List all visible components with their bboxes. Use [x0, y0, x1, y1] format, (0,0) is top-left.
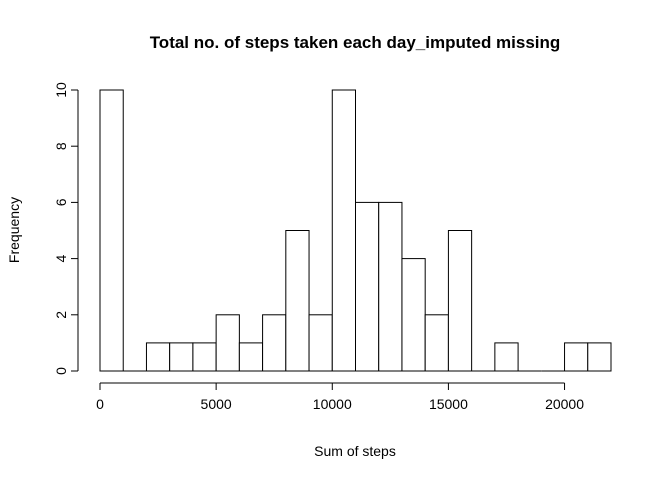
chart-title: Total no. of steps taken each day_impute…: [150, 33, 561, 52]
x-tick-label: 5000: [201, 396, 232, 412]
x-axis-label: Sum of steps: [314, 443, 396, 459]
y-axis-label: Frequency: [6, 197, 22, 263]
histogram-bar: [355, 201, 380, 372]
histogram-bar: [169, 342, 194, 372]
histogram-bar: [378, 201, 403, 372]
x-axis: 0 5000 10000 15000 20000: [96, 382, 584, 412]
histogram-bar: [447, 230, 473, 372]
histogram-bar: [308, 314, 333, 372]
y-tick-label: 4: [53, 254, 69, 262]
bars-group: [99, 89, 612, 372]
histogram-bar: [192, 342, 217, 372]
x-tick-label: 20000: [545, 396, 584, 412]
histogram-bar: [494, 342, 519, 372]
histogram-bar: [238, 342, 264, 372]
histogram-bar: [564, 342, 589, 372]
histogram-bar: [99, 89, 124, 372]
histogram-bar: [424, 314, 449, 372]
histogram-bar: [145, 342, 171, 372]
y-tick-label: 2: [53, 311, 69, 319]
y-axis: 0 2 4 6 8 10: [53, 82, 79, 375]
y-tick-label: 0: [53, 367, 69, 375]
histogram-bar: [262, 314, 287, 372]
histogram-bar: [587, 342, 612, 372]
x-tick-label: 0: [96, 396, 104, 412]
histogram-bar: [215, 314, 240, 372]
y-tick-label: 6: [53, 198, 69, 206]
histogram-bar: [285, 230, 310, 372]
histogram-bar: [401, 258, 426, 372]
x-tick-label: 15000: [429, 396, 468, 412]
y-tick-label: 8: [53, 142, 69, 150]
x-tick-label: 10000: [313, 396, 352, 412]
histogram-bar: [331, 89, 357, 372]
y-tick-label: 10: [53, 82, 69, 98]
